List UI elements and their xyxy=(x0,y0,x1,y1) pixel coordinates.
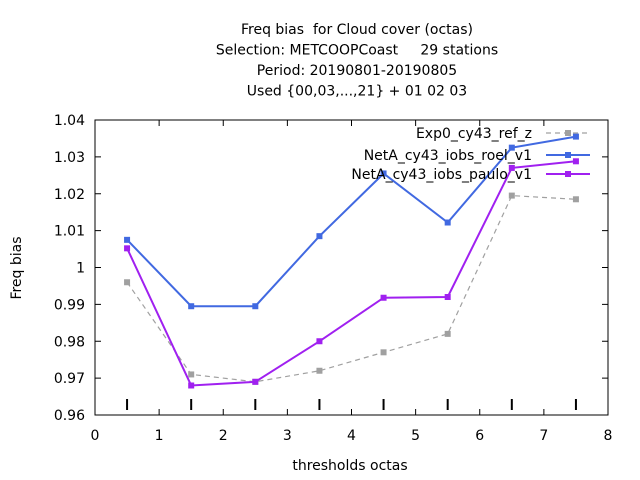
series-point xyxy=(188,382,195,389)
series-point xyxy=(252,378,259,385)
y-tick-label: 1.04 xyxy=(54,113,85,129)
x-tick-label: 8 xyxy=(604,428,613,444)
legend-label: NetA_cy43_iobs_roel_v1 xyxy=(364,148,532,164)
y-tick-label: 0.96 xyxy=(54,408,85,424)
series-point xyxy=(508,164,515,171)
series-point xyxy=(124,236,131,243)
y-tick-label: 1.02 xyxy=(54,187,85,203)
series-point xyxy=(572,133,579,140)
y-tick-label: 1.01 xyxy=(54,224,85,240)
x-tick-label: 6 xyxy=(475,428,484,444)
series-point xyxy=(380,349,387,356)
series-point xyxy=(316,233,323,240)
series-point xyxy=(508,192,515,199)
x-tick-label: 1 xyxy=(155,428,164,444)
series-point xyxy=(124,279,131,286)
series-point xyxy=(316,338,323,345)
y-axis-label: Freq bias xyxy=(9,236,25,299)
series-point xyxy=(508,144,515,151)
series-line xyxy=(126,160,577,387)
x-tick-label: 2 xyxy=(219,428,228,444)
series-point xyxy=(380,170,387,177)
plot-frame xyxy=(94,119,609,416)
series-point xyxy=(316,367,323,374)
title-line: Period: 20190801-20190805 xyxy=(257,63,457,79)
x-tick-label: 0 xyxy=(91,428,100,444)
y-tick-label: 0.99 xyxy=(54,297,85,313)
legend-label: NetA_cy43_iobs_paulo_v1 xyxy=(351,167,532,183)
series-point xyxy=(572,158,579,165)
y-tick-label: 0.97 xyxy=(54,371,85,387)
series-point xyxy=(252,303,259,310)
series-line xyxy=(126,135,577,308)
y-tick-label: 1 xyxy=(76,261,85,277)
x-tick-label: 5 xyxy=(411,428,420,444)
x-tick-label: 7 xyxy=(539,428,548,444)
title-line: Used {00,03,...,21} + 01 02 03 xyxy=(247,84,467,100)
y-tick-label: 0.98 xyxy=(54,334,85,350)
y-tick-label: 1.03 xyxy=(54,150,85,166)
series-line xyxy=(126,194,576,383)
series-point xyxy=(380,294,387,301)
x-tick-label: 3 xyxy=(283,428,292,444)
title-line: Freq bias for Cloud cover (octas) xyxy=(241,22,473,38)
title-line: Selection: METCOOPCoast 29 stations xyxy=(216,43,498,59)
x-axis-label: thresholds octas xyxy=(292,458,407,474)
series-point xyxy=(444,330,451,337)
legend-swatch-point xyxy=(565,152,571,158)
legend-swatch-point xyxy=(565,171,571,177)
series-point xyxy=(124,245,131,252)
x-tick-label: 4 xyxy=(347,428,356,444)
legend-label: Exp0_cy43_ref_z xyxy=(416,126,532,142)
legend-swatch-point xyxy=(565,130,571,136)
series-point xyxy=(444,294,451,300)
series-point xyxy=(188,303,195,310)
series-point xyxy=(444,219,451,226)
series-point xyxy=(572,196,579,203)
series-point xyxy=(188,371,195,378)
